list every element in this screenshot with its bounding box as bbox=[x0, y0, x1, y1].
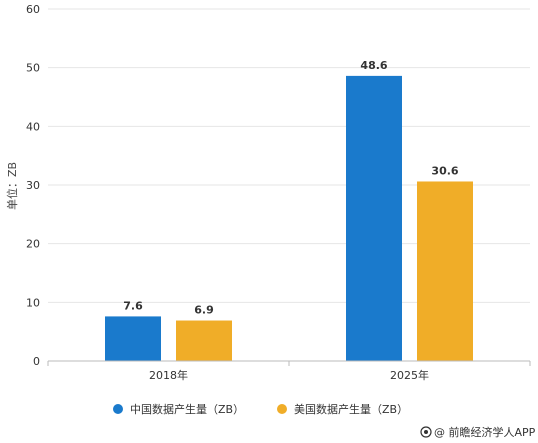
y-tick-label: 60 bbox=[26, 3, 40, 16]
x-tick-label: 2025年 bbox=[390, 368, 429, 382]
data-label: 6.9 bbox=[194, 304, 214, 317]
bars bbox=[105, 75, 473, 361]
y-tick-label: 30 bbox=[26, 179, 40, 192]
camera-logo-icon bbox=[420, 426, 432, 438]
credit: @ 前瞻经济学人APP bbox=[420, 425, 536, 439]
legend-marker bbox=[113, 404, 123, 414]
legend-marker bbox=[277, 404, 287, 414]
legend-item-china: 中国数据产生量（ZB） bbox=[113, 402, 244, 416]
credit-text: @ 前瞻经济学人APP bbox=[434, 425, 536, 439]
data-label: 7.6 bbox=[123, 299, 143, 312]
data-label: 48.6 bbox=[360, 59, 387, 72]
y-tick-label: 40 bbox=[26, 120, 40, 133]
legend-label: 美国数据产生量（ZB） bbox=[294, 402, 408, 416]
data-label: 30.6 bbox=[431, 164, 458, 177]
data-labels: 7.6 6.9 48.6 30.6 bbox=[123, 59, 459, 317]
y-tick-label: 0 bbox=[33, 355, 40, 368]
bar-china-0 bbox=[105, 316, 161, 361]
y-tick-label: 50 bbox=[26, 62, 40, 75]
y-axis-ticks: 0 10 20 30 40 50 60 bbox=[26, 3, 40, 368]
x-tick-label: 2018年 bbox=[149, 368, 188, 382]
legend: 中国数据产生量（ZB） 美国数据产生量（ZB） bbox=[113, 402, 408, 416]
bar-china-1 bbox=[346, 75, 402, 361]
legend-label: 中国数据产生量（ZB） bbox=[130, 402, 244, 416]
bar-usa-1 bbox=[417, 181, 473, 361]
bar-usa-0 bbox=[176, 320, 232, 361]
x-axis-ticks: 2018年 2025年 bbox=[47, 361, 531, 382]
y-axis-label: 单位：ZB bbox=[5, 162, 19, 210]
y-tick-label: 20 bbox=[26, 238, 40, 251]
y-tick-label: 10 bbox=[26, 296, 40, 309]
legend-item-usa: 美国数据产生量（ZB） bbox=[277, 402, 408, 416]
